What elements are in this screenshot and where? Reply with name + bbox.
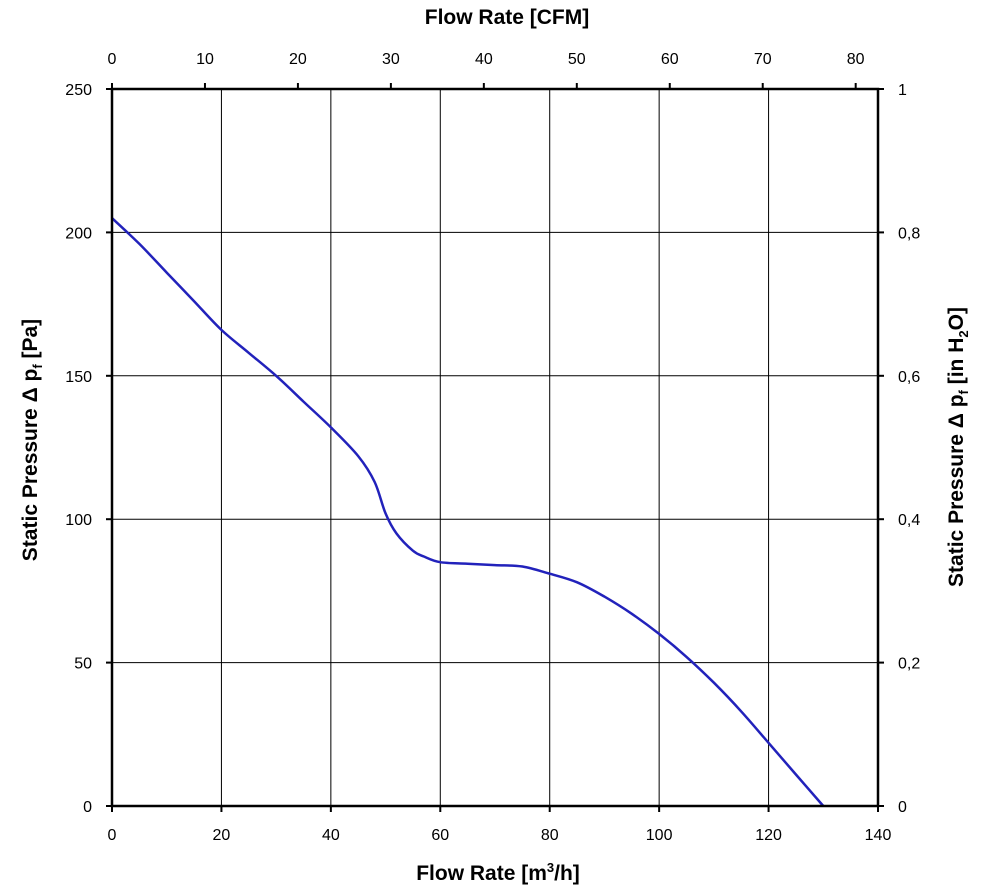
x-bottom-tick-label: 140	[865, 827, 892, 844]
x-bottom-tick-label: 80	[541, 827, 559, 844]
y-right-tick-label: 0,2	[898, 656, 920, 673]
y-right-tick-label: 1	[898, 82, 907, 99]
y-left-tick-label: 250	[65, 82, 92, 99]
x-top-tick-label: 30	[382, 51, 400, 68]
x-top-tick-label: 80	[847, 51, 865, 68]
pressure-curve-line	[111, 217, 825, 807]
x-bottom-tick-label: 0	[108, 827, 117, 844]
y-right-axis-title: Static Pressure Δ pf [in H2O]	[945, 307, 971, 587]
x-bottom-axis-title: Flow Rate [m3/h]	[416, 860, 580, 885]
y-left-tick-label: 100	[65, 512, 92, 529]
series	[111, 217, 825, 807]
x-bottom-tick-label: 20	[213, 827, 231, 844]
x-top-tick-label: 60	[661, 51, 679, 68]
x-top-tick-label: 10	[196, 51, 214, 68]
y-left-tick-label: 150	[65, 369, 92, 386]
x-top-axis-title: Flow Rate [CFM]	[425, 6, 589, 29]
y-left-tick-label: 50	[74, 656, 92, 673]
x-bottom-tick-label: 100	[646, 827, 673, 844]
x-top-tick-label: 50	[568, 51, 586, 68]
x-top-tick-label: 70	[754, 51, 772, 68]
y-left-tick-label: 0	[83, 799, 92, 816]
y-left-axis-title: Static Pressure Δ pf [Pa]	[19, 319, 45, 561]
y-right-tick-label: 0,4	[898, 512, 920, 529]
grid	[112, 89, 878, 806]
y-left-tick-label: 200	[65, 225, 92, 242]
x-top-tick-label: 0	[108, 51, 117, 68]
y-right-tick-label: 0,6	[898, 369, 920, 386]
axes	[110, 87, 880, 808]
x-top-tick-label: 20	[289, 51, 307, 68]
plot-frame	[110, 87, 880, 808]
y-right-tick-label: 0	[898, 799, 907, 816]
x-bottom-tick-label: 60	[431, 827, 449, 844]
x-bottom-tick-label: 120	[755, 827, 782, 844]
x-bottom-tick-label: 40	[322, 827, 340, 844]
x-top-tick-label: 40	[475, 51, 493, 68]
y-right-tick-label: 0,8	[898, 225, 920, 242]
